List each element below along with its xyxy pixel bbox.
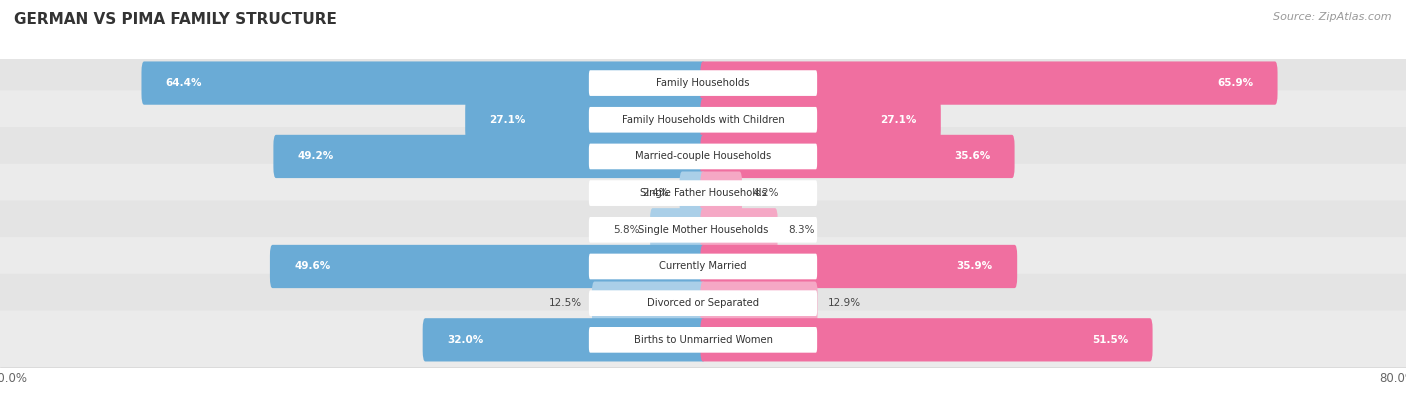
FancyBboxPatch shape — [0, 310, 1406, 369]
FancyBboxPatch shape — [589, 70, 817, 96]
Text: 8.3%: 8.3% — [787, 225, 814, 235]
FancyBboxPatch shape — [700, 171, 742, 215]
FancyBboxPatch shape — [589, 217, 817, 243]
Text: 2.4%: 2.4% — [643, 188, 669, 198]
Text: Divorced or Separated: Divorced or Separated — [647, 298, 759, 308]
FancyBboxPatch shape — [589, 180, 817, 206]
Text: 12.5%: 12.5% — [548, 298, 582, 308]
Text: 27.1%: 27.1% — [880, 115, 917, 125]
Text: Single Mother Households: Single Mother Households — [638, 225, 768, 235]
Text: 64.4%: 64.4% — [166, 78, 202, 88]
FancyBboxPatch shape — [465, 98, 706, 141]
FancyBboxPatch shape — [700, 135, 1015, 178]
Text: 51.5%: 51.5% — [1092, 335, 1128, 345]
FancyBboxPatch shape — [700, 98, 941, 141]
Text: 49.6%: 49.6% — [294, 261, 330, 271]
FancyBboxPatch shape — [273, 135, 706, 178]
Text: 35.6%: 35.6% — [955, 151, 990, 162]
FancyBboxPatch shape — [0, 200, 1406, 259]
FancyBboxPatch shape — [0, 164, 1406, 222]
FancyBboxPatch shape — [700, 62, 1278, 105]
FancyBboxPatch shape — [589, 290, 817, 316]
FancyBboxPatch shape — [700, 208, 778, 252]
Text: 35.9%: 35.9% — [956, 261, 993, 271]
Text: 27.1%: 27.1% — [489, 115, 526, 125]
FancyBboxPatch shape — [589, 254, 817, 279]
Text: Family Households: Family Households — [657, 78, 749, 88]
FancyBboxPatch shape — [0, 54, 1406, 113]
FancyBboxPatch shape — [650, 208, 706, 252]
Text: Births to Unmarried Women: Births to Unmarried Women — [634, 335, 772, 345]
FancyBboxPatch shape — [0, 237, 1406, 296]
Text: Family Households with Children: Family Households with Children — [621, 115, 785, 125]
Text: 4.2%: 4.2% — [752, 188, 779, 198]
FancyBboxPatch shape — [0, 127, 1406, 186]
Text: 32.0%: 32.0% — [447, 335, 484, 345]
FancyBboxPatch shape — [0, 274, 1406, 333]
FancyBboxPatch shape — [142, 62, 706, 105]
FancyBboxPatch shape — [0, 90, 1406, 149]
FancyBboxPatch shape — [270, 245, 706, 288]
Text: 5.8%: 5.8% — [613, 225, 640, 235]
Text: 65.9%: 65.9% — [1218, 78, 1253, 88]
FancyBboxPatch shape — [423, 318, 706, 361]
Text: Married-couple Households: Married-couple Households — [636, 151, 770, 162]
FancyBboxPatch shape — [589, 144, 817, 169]
FancyBboxPatch shape — [592, 282, 706, 325]
FancyBboxPatch shape — [679, 171, 706, 215]
FancyBboxPatch shape — [700, 318, 1153, 361]
FancyBboxPatch shape — [589, 107, 817, 133]
Text: Currently Married: Currently Married — [659, 261, 747, 271]
Text: 12.9%: 12.9% — [828, 298, 860, 308]
FancyBboxPatch shape — [589, 327, 817, 353]
Text: 49.2%: 49.2% — [298, 151, 335, 162]
Text: GERMAN VS PIMA FAMILY STRUCTURE: GERMAN VS PIMA FAMILY STRUCTURE — [14, 12, 337, 27]
FancyBboxPatch shape — [700, 245, 1017, 288]
Text: Source: ZipAtlas.com: Source: ZipAtlas.com — [1274, 12, 1392, 22]
Text: Single Father Households: Single Father Households — [640, 188, 766, 198]
FancyBboxPatch shape — [700, 282, 817, 325]
